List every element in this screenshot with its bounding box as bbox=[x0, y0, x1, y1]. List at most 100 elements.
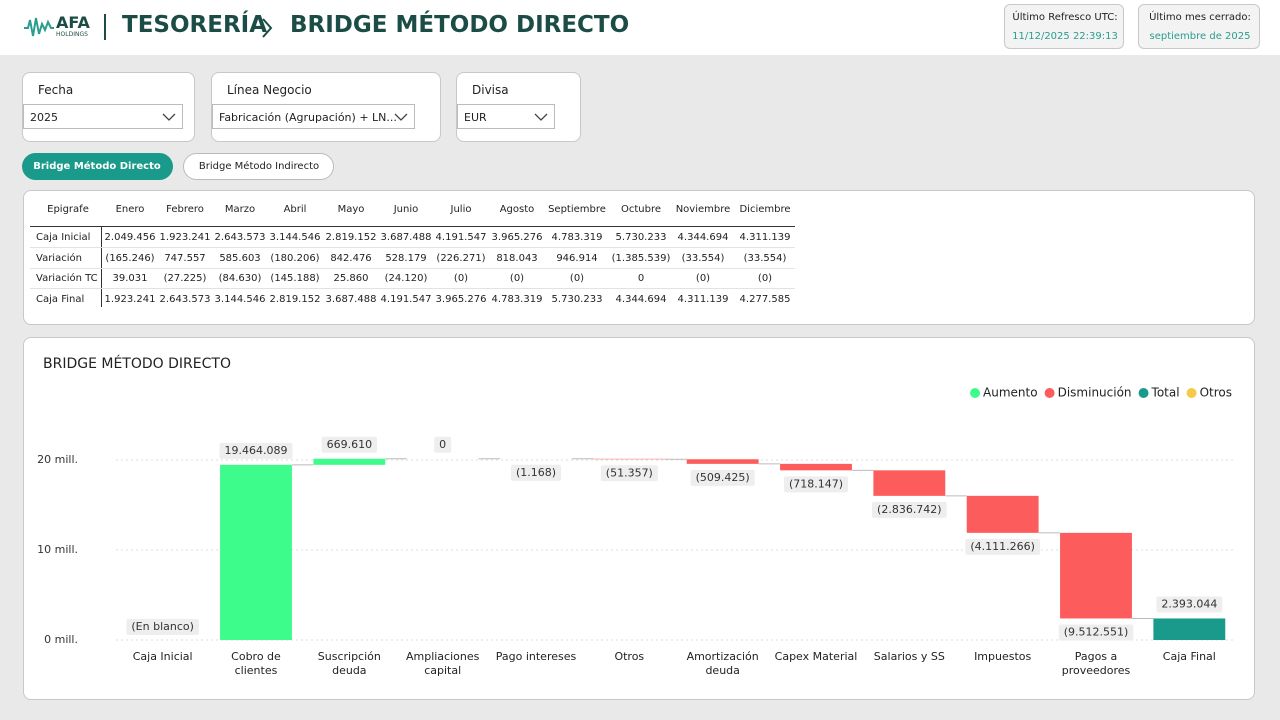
legend-swatch bbox=[1138, 388, 1149, 398]
legend-label: Total bbox=[1151, 386, 1180, 400]
table-cell: 4.344.694 bbox=[615, 294, 667, 306]
filter-label: Divisa bbox=[472, 83, 509, 97]
table-cell: 528.179 bbox=[385, 252, 427, 264]
table-cell: 3.687.488 bbox=[380, 232, 432, 243]
row-label: Caja Inicial bbox=[36, 232, 91, 243]
table-rule bbox=[30, 226, 795, 227]
dropdown[interactable]: Fabricación (Agrupación) + LN... bbox=[212, 104, 415, 129]
tab-label: Bridge Método Directo bbox=[33, 161, 161, 172]
table-cell: 1.923.241 bbox=[104, 294, 156, 306]
table-cell: (84.630) bbox=[218, 273, 262, 285]
bar bbox=[966, 495, 1039, 533]
closed-month-box: Último mes cerrado: septiembre de 2025 bbox=[1138, 4, 1260, 49]
table-cell: (24.120) bbox=[384, 273, 428, 285]
bar bbox=[220, 464, 292, 640]
y-tick-label: 0 mill. bbox=[44, 633, 78, 646]
x-label-box: Impuestos bbox=[974, 650, 1032, 663]
divider bbox=[104, 14, 106, 40]
x-label-box: Caja Final bbox=[1162, 650, 1216, 663]
filter-card: Divisa EUR bbox=[456, 72, 581, 142]
y-tick-label: 10 mill. bbox=[37, 543, 78, 556]
x-label-box: Salarios y SS bbox=[874, 650, 945, 663]
dropdown[interactable]: 2025 bbox=[23, 104, 183, 129]
dropdown[interactable]: EUR bbox=[457, 104, 555, 129]
table-cell: 3.965.276 bbox=[491, 232, 543, 243]
table-cell: 2.643.573 bbox=[159, 294, 211, 306]
table-cell: 5.730.233 bbox=[551, 294, 603, 306]
table-cell: (0) bbox=[453, 273, 469, 285]
tab-active[interactable]: Bridge Método Directo bbox=[22, 153, 173, 180]
data-label: (9.512.551) bbox=[1064, 625, 1129, 638]
table-cell: 842.476 bbox=[330, 252, 372, 264]
dropdown-value: 2025 bbox=[30, 111, 58, 124]
legend-swatch bbox=[1186, 388, 1197, 398]
table-header: Septiembre bbox=[548, 204, 606, 215]
data-label: (509.425) bbox=[696, 471, 750, 484]
row-label: Variación TC bbox=[36, 273, 98, 285]
table-header: Epigrafe bbox=[47, 204, 89, 215]
x-label-box: Caja Inicial bbox=[133, 650, 193, 663]
table-header: Junio bbox=[393, 204, 419, 215]
x-tick-label: Impuestos bbox=[974, 650, 1032, 663]
table-cell: (145.188) bbox=[270, 273, 320, 285]
row-label: Caja Final bbox=[36, 294, 85, 306]
dropdown-value: Fabricación (Agrupación) + LN... bbox=[219, 111, 397, 124]
table-header: Marzo bbox=[224, 204, 256, 215]
table-cell: (0) bbox=[509, 273, 525, 285]
table-cell: 3.965.276 bbox=[435, 294, 487, 306]
data-label-bg bbox=[783, 476, 849, 493]
tab-label: Bridge Método Indirecto bbox=[198, 161, 320, 172]
table-cell: (0) bbox=[757, 273, 773, 285]
table-cell: 946.914 bbox=[556, 252, 598, 264]
table-cell: (33.554) bbox=[681, 252, 725, 264]
x-tick-label: Caja Final bbox=[1162, 650, 1216, 663]
legend-label: Disminución bbox=[1058, 386, 1132, 400]
x-label-box: Pagos a proveedores bbox=[1061, 650, 1131, 677]
table-header: Abril bbox=[283, 204, 307, 215]
x-label-box: Pago intereses bbox=[496, 650, 576, 663]
legend-swatch bbox=[1044, 388, 1055, 398]
table-cell: 2.049.456 bbox=[104, 232, 156, 243]
x-tick-label: Suscripción deuda bbox=[317, 650, 381, 677]
bar bbox=[873, 470, 946, 496]
x-label-box: Capex Material bbox=[774, 650, 858, 663]
table-cell: 4.783.319 bbox=[491, 294, 543, 306]
logo-icon bbox=[24, 17, 54, 37]
row-rule bbox=[30, 267, 795, 269]
table-cell: 0 bbox=[637, 273, 645, 285]
x-tick-label: Amortización deuda bbox=[686, 650, 759, 677]
x-tick-label: Capex Material bbox=[774, 650, 858, 663]
table-header: Octubre bbox=[620, 204, 662, 215]
data-label-bg bbox=[1156, 596, 1223, 613]
tab[interactable]: Bridge Método Indirecto bbox=[183, 153, 334, 180]
data-label-bg bbox=[321, 436, 378, 453]
x-label-box: Suscripción deuda bbox=[317, 650, 381, 677]
y-tick-label: 20 mill. bbox=[37, 453, 78, 466]
data-label: 19.464.089 bbox=[225, 444, 288, 457]
page-title: BRIDGE MÉTODO DIRECTO bbox=[290, 12, 630, 38]
table-cell: 4.344.694 bbox=[677, 232, 729, 243]
table-cell: 5.730.233 bbox=[615, 232, 667, 243]
breadcrumb-chevron bbox=[262, 18, 273, 38]
table-header: Mayo bbox=[337, 204, 365, 215]
table-header: Enero bbox=[115, 204, 145, 215]
dropdown-value: EUR bbox=[464, 111, 487, 124]
dropdown-chevron bbox=[162, 113, 176, 121]
table-header: Agosto bbox=[499, 204, 535, 215]
table-cell: (1.385.539) bbox=[611, 252, 671, 264]
table-header: Julio bbox=[450, 204, 472, 215]
table-cell: 3.144.546 bbox=[214, 294, 266, 306]
bar bbox=[780, 463, 852, 471]
closed-value: septiembre de 2025 bbox=[1149, 31, 1251, 42]
table-cell: 3.687.488 bbox=[325, 294, 377, 306]
logo-sub: HOLDINGS bbox=[56, 31, 88, 38]
refresh-label: Último Refresco UTC: bbox=[1012, 12, 1118, 23]
data-label-bg bbox=[600, 465, 658, 482]
table-header: Febrero bbox=[166, 204, 204, 215]
table-cell: 4.191.547 bbox=[435, 232, 487, 243]
data-label-bg bbox=[1058, 624, 1134, 641]
x-tick-label: Pagos a proveedores bbox=[1061, 650, 1131, 677]
table-cell: 585.603 bbox=[219, 252, 261, 264]
dropdown-chevron bbox=[394, 113, 408, 121]
table-cell: 25.860 bbox=[333, 273, 369, 285]
